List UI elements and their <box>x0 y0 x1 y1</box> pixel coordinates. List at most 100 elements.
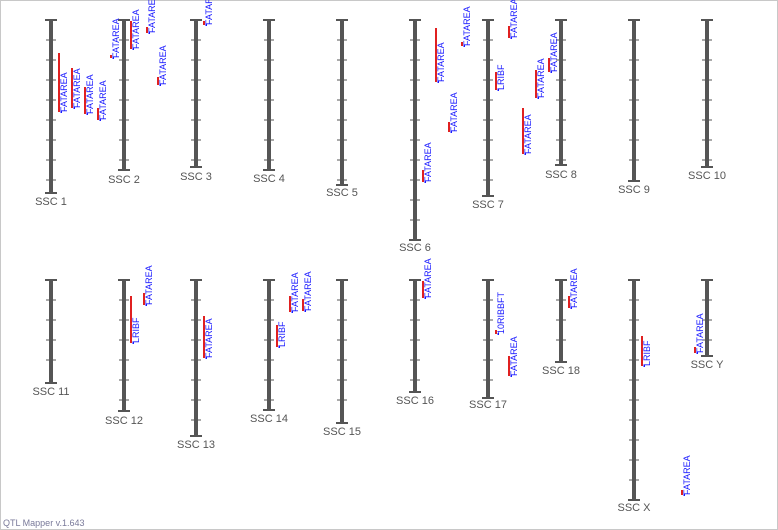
qtl-interval[interactable]: FATAREA <box>143 265 154 306</box>
qtl-bar[interactable] <box>422 170 424 182</box>
chromosome-16[interactable]: SSC 16 FATAREA <box>396 258 434 407</box>
qtl-interval[interactable]: FATAREA <box>435 28 446 83</box>
qtl-trait-label[interactable]: FATAREA <box>423 258 433 298</box>
chromosome-20[interactable]: SSC Y FATAREA <box>691 279 724 371</box>
qtl-trait-label[interactable]: FATAREA <box>549 32 559 72</box>
qtl-bar[interactable] <box>203 21 205 25</box>
qtl-trait-label[interactable]: FATAREA <box>682 455 692 495</box>
qtl-trait-label[interactable]: FATAREA <box>523 114 533 154</box>
chromosome-bar[interactable] <box>49 20 53 193</box>
qtl-trait-label[interactable]: LRIBF <box>277 321 287 347</box>
qtl-trait-label[interactable]: 10RIBBFT <box>496 291 506 334</box>
qtl-interval[interactable]: FATAREA <box>146 0 157 34</box>
qtl-interval[interactable]: FATAREA <box>448 92 459 133</box>
qtl-bar[interactable] <box>641 336 643 366</box>
qtl-bar[interactable] <box>203 316 205 358</box>
chromosome-4[interactable]: SSC 4 <box>253 19 285 185</box>
qtl-trait-label[interactable]: FATAREA <box>449 92 459 132</box>
chromosome-3[interactable]: SSC 3 FATAREA <box>180 0 214 183</box>
chromosome-15[interactable]: SSC 15 <box>323 279 361 438</box>
qtl-bar[interactable] <box>276 325 278 347</box>
qtl-bar[interactable] <box>422 281 424 298</box>
qtl-interval[interactable]: FATAREA <box>508 336 519 377</box>
chromosome-5[interactable]: SSC 5 <box>326 19 358 199</box>
chromosome-10[interactable]: SSC 10 <box>688 19 726 182</box>
qtl-interval[interactable]: LRIBF <box>495 64 506 91</box>
chromosome-18[interactable]: SSC 18 FATAREA <box>542 268 580 377</box>
qtl-bar[interactable] <box>143 293 145 305</box>
qtl-interval[interactable]: 10RIBBFT <box>495 291 506 335</box>
qtl-trait-label[interactable]: FATAREA <box>423 142 433 182</box>
qtl-interval[interactable]: FATAREA <box>203 316 214 359</box>
qtl-bar[interactable] <box>435 28 437 82</box>
qtl-bar[interactable] <box>157 77 159 85</box>
qtl-bar[interactable] <box>130 21 132 49</box>
qtl-trait-label[interactable]: FATAREA <box>144 265 154 305</box>
qtl-trait-label[interactable]: FATAREA <box>509 0 519 38</box>
chromosome-bar[interactable] <box>267 280 271 410</box>
qtl-trait-label[interactable]: LRIBF <box>496 64 506 90</box>
qtl-bar[interactable] <box>302 299 304 311</box>
qtl-bar[interactable] <box>110 55 112 58</box>
qtl-interval[interactable]: FATAREA <box>522 108 533 155</box>
qtl-trait-label[interactable]: FATAREA <box>569 268 579 308</box>
qtl-trait-label[interactable]: FATAREA <box>147 0 157 33</box>
qtl-interval[interactable]: FATAREA <box>461 6 472 47</box>
qtl-trait-label[interactable]: FATAREA <box>536 58 546 98</box>
qtl-trait-label[interactable]: FATAREA <box>85 74 95 114</box>
qtl-trait-label[interactable]: FATAREA <box>303 271 313 311</box>
qtl-bar[interactable] <box>548 58 550 72</box>
chromosome-bar[interactable] <box>413 20 417 240</box>
qtl-interval[interactable]: FATAREA <box>568 268 579 309</box>
qtl-interval[interactable]: LRIBF <box>276 321 287 348</box>
chromosome-bar[interactable] <box>413 280 417 392</box>
chromosome-bar[interactable] <box>267 20 271 170</box>
qtl-bar[interactable] <box>448 122 450 132</box>
qtl-trait-label[interactable]: FATAREA <box>204 0 214 25</box>
chromosome-bar[interactable] <box>486 280 490 398</box>
chromosome-bar[interactable] <box>705 280 709 356</box>
qtl-trait-label[interactable]: FATAREA <box>509 336 519 376</box>
chromosome-12[interactable]: SSC 12 LRIBF FATAREA <box>105 265 154 427</box>
qtl-trait-label[interactable]: LRIBF <box>642 340 652 366</box>
qtl-interval[interactable]: FATAREA <box>58 53 69 113</box>
qtl-interval[interactable]: LRIBF <box>641 336 652 367</box>
qtl-bar[interactable] <box>146 27 148 33</box>
qtl-trait-label[interactable]: FATAREA <box>131 9 141 49</box>
qtl-interval[interactable]: FATAREA <box>84 74 95 115</box>
qtl-trait-label[interactable]: FATAREA <box>98 80 108 120</box>
qtl-interval[interactable]: FATAREA <box>548 32 559 73</box>
chromosome-2[interactable]: SSC 2 FATAREA FATAREA FATAREA FATAREA <box>108 0 168 186</box>
qtl-trait-label[interactable]: FATAREA <box>204 318 214 358</box>
qtl-bar[interactable] <box>84 87 86 114</box>
qtl-bar[interactable] <box>508 356 510 376</box>
qtl-interval[interactable]: FATAREA <box>203 0 214 26</box>
qtl-trait-label[interactable]: FATAREA <box>290 272 300 312</box>
qtl-bar[interactable] <box>58 53 60 112</box>
qtl-bar[interactable] <box>508 26 510 38</box>
chromosome-bar[interactable] <box>559 280 563 362</box>
qtl-bar[interactable] <box>130 296 132 343</box>
qtl-trait-label[interactable]: FATAREA <box>695 313 705 353</box>
qtl-bar[interactable] <box>289 296 291 312</box>
chromosome-bar[interactable] <box>122 280 126 411</box>
qtl-interval[interactable]: LRIBF <box>130 296 141 344</box>
qtl-interval[interactable]: FATAREA <box>535 58 546 99</box>
chromosome-bar[interactable] <box>194 20 198 167</box>
qtl-bar[interactable] <box>495 330 497 334</box>
qtl-interval[interactable]: FATAREA <box>694 313 705 354</box>
qtl-trait-label[interactable]: FATAREA <box>72 68 82 108</box>
qtl-interval[interactable]: FATAREA <box>422 142 433 183</box>
qtl-trait-label[interactable]: FATAREA <box>462 6 472 46</box>
chromosome-bar[interactable] <box>340 20 344 185</box>
chromosome-bar[interactable] <box>632 280 636 500</box>
qtl-interval[interactable]: FATAREA <box>508 0 519 39</box>
chromosome-bar[interactable] <box>194 280 198 436</box>
chromosome-11[interactable]: SSC 11 <box>32 279 70 398</box>
qtl-interval[interactable]: FATAREA <box>130 9 141 50</box>
qtl-bar[interactable] <box>535 70 537 98</box>
qtl-bar[interactable] <box>97 108 99 120</box>
